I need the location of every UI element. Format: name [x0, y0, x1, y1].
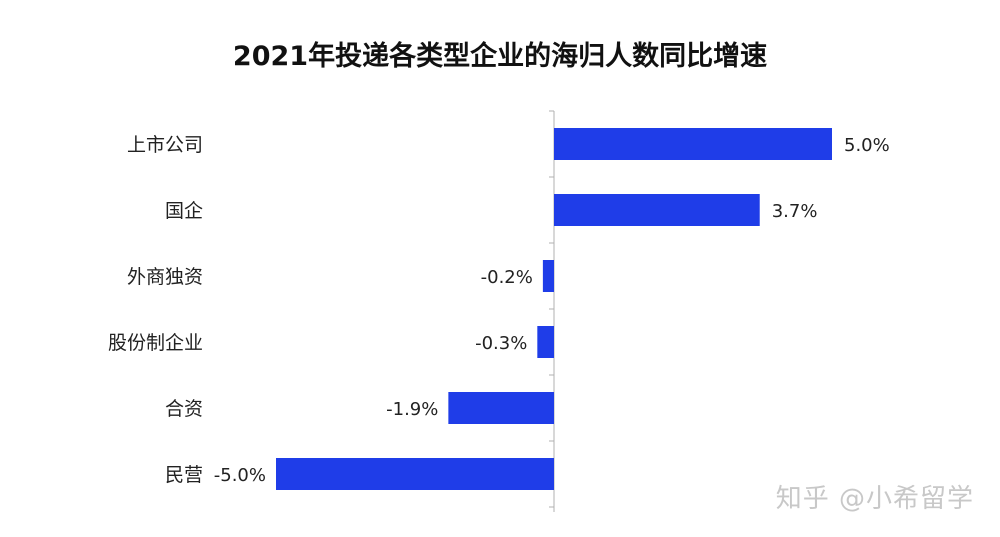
- chart-title: 2021年投递各类型企业的海归人数同比增速: [232, 41, 768, 72]
- data-label: -0.3%: [475, 333, 527, 354]
- category-label: 民营: [165, 464, 203, 486]
- category-label: 上市公司: [127, 134, 203, 156]
- bar: [542, 260, 554, 292]
- data-label: 5.0%: [844, 135, 890, 156]
- bar: [276, 458, 554, 490]
- bar: [537, 326, 554, 358]
- bar: [554, 194, 760, 226]
- data-label: -0.2%: [481, 267, 533, 288]
- category-label: 合资: [165, 398, 203, 420]
- bar: [554, 128, 832, 160]
- category-label: 国企: [165, 200, 203, 222]
- bar: [448, 392, 554, 424]
- data-label: -5.0%: [214, 465, 266, 486]
- data-label: -1.9%: [386, 399, 438, 420]
- watermark: 知乎 @小希留学: [775, 484, 974, 514]
- category-label: 外商独资: [127, 266, 203, 288]
- data-label: 3.7%: [772, 201, 818, 222]
- category-label: 股份制企业: [108, 332, 203, 354]
